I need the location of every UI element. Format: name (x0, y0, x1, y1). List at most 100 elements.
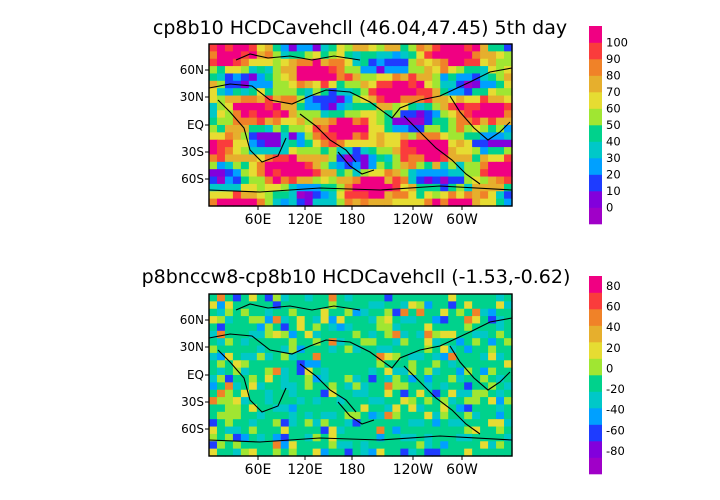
field-cell (312, 66, 322, 75)
field-cell (368, 404, 378, 413)
field-cell (440, 367, 449, 376)
colorbar-swatch (589, 125, 602, 142)
colorbar-label: 0 (606, 361, 613, 375)
field-cell (320, 125, 330, 133)
field-cell (408, 345, 417, 354)
field-cell (272, 375, 282, 383)
field-cell (272, 161, 282, 170)
colorbar-swatch (589, 408, 602, 425)
field-cell (209, 147, 218, 156)
field-cell (400, 88, 409, 97)
field-cell (304, 154, 314, 163)
field-cell (304, 198, 314, 207)
field-cell (248, 95, 258, 104)
field-cell (408, 411, 417, 420)
field-cell (424, 397, 433, 406)
field-cell (496, 154, 505, 163)
field-cell (408, 338, 417, 347)
field-cell (312, 426, 322, 435)
field-cell (496, 110, 505, 119)
field-cell (376, 323, 386, 332)
field-cell (248, 345, 258, 354)
field-cell (368, 397, 378, 406)
field-cell (456, 404, 465, 413)
field-cell (288, 404, 298, 413)
field-cell (312, 360, 322, 369)
field-cell (408, 88, 417, 97)
field-cell (400, 404, 409, 413)
field-cell (472, 95, 481, 104)
field-cell (368, 441, 378, 450)
field-cell (312, 301, 322, 310)
field-cell (312, 139, 322, 148)
field-cell (336, 176, 346, 185)
field-cell (456, 352, 465, 361)
field-cell (224, 330, 234, 339)
field-cell (504, 139, 513, 148)
field-cell (280, 330, 290, 339)
colorbar-label: 10 (606, 184, 621, 198)
colorbar-swatch (589, 457, 602, 475)
field-cell (352, 360, 362, 369)
field-cell (240, 294, 250, 302)
field-cell (264, 316, 274, 325)
field-cell (416, 367, 425, 376)
field-cell (408, 397, 417, 406)
field-cell (344, 360, 354, 369)
field-cell (264, 411, 274, 420)
field-cell (400, 169, 409, 178)
field-cell (288, 375, 298, 383)
field-cell (448, 382, 457, 391)
field-cell (504, 441, 513, 450)
field-cell (328, 88, 338, 97)
field-cell (336, 132, 346, 141)
field-cell (312, 352, 322, 361)
field-cell (400, 198, 409, 207)
field-cell (344, 73, 354, 82)
field-cell (288, 330, 298, 339)
field-cell (264, 397, 274, 406)
field-cell (504, 397, 513, 406)
field-cell (384, 191, 393, 200)
field-cell (432, 426, 441, 435)
field-cell (464, 301, 473, 310)
field-cell (392, 330, 401, 339)
field-cell (264, 375, 274, 383)
field-cell (384, 433, 393, 442)
field-cell (440, 80, 449, 89)
field-cell (416, 426, 425, 435)
field-cell (376, 308, 386, 317)
field-cell (448, 88, 457, 97)
field-cell (272, 73, 282, 82)
field-cell (384, 316, 393, 325)
field-cell (296, 132, 306, 141)
field-cell (280, 110, 290, 119)
field-cell (408, 58, 417, 67)
field-cell (392, 316, 401, 325)
lon-tick-label: 60W (446, 212, 478, 228)
field-cell (328, 132, 338, 141)
field-cell (216, 301, 226, 310)
field-cell (392, 338, 401, 347)
field-cell (280, 176, 290, 185)
field-cell (384, 352, 393, 361)
field-cell (496, 176, 505, 185)
field-cell (328, 161, 338, 170)
field-cell (280, 191, 290, 200)
field-cell (464, 360, 473, 369)
field-cell (360, 411, 370, 420)
field-cell (296, 88, 306, 97)
field-cell (328, 169, 338, 178)
field-cell (304, 176, 314, 185)
field-cell (400, 338, 409, 347)
field-cell (376, 80, 386, 89)
field-cell (312, 117, 322, 126)
field-cell (384, 88, 393, 97)
field-cell (400, 382, 409, 391)
field-cell (240, 80, 250, 89)
field-cell (432, 125, 441, 133)
field-cell (456, 139, 465, 148)
field-cell (368, 411, 378, 420)
field-cell (248, 161, 258, 170)
field-cell (296, 183, 306, 192)
